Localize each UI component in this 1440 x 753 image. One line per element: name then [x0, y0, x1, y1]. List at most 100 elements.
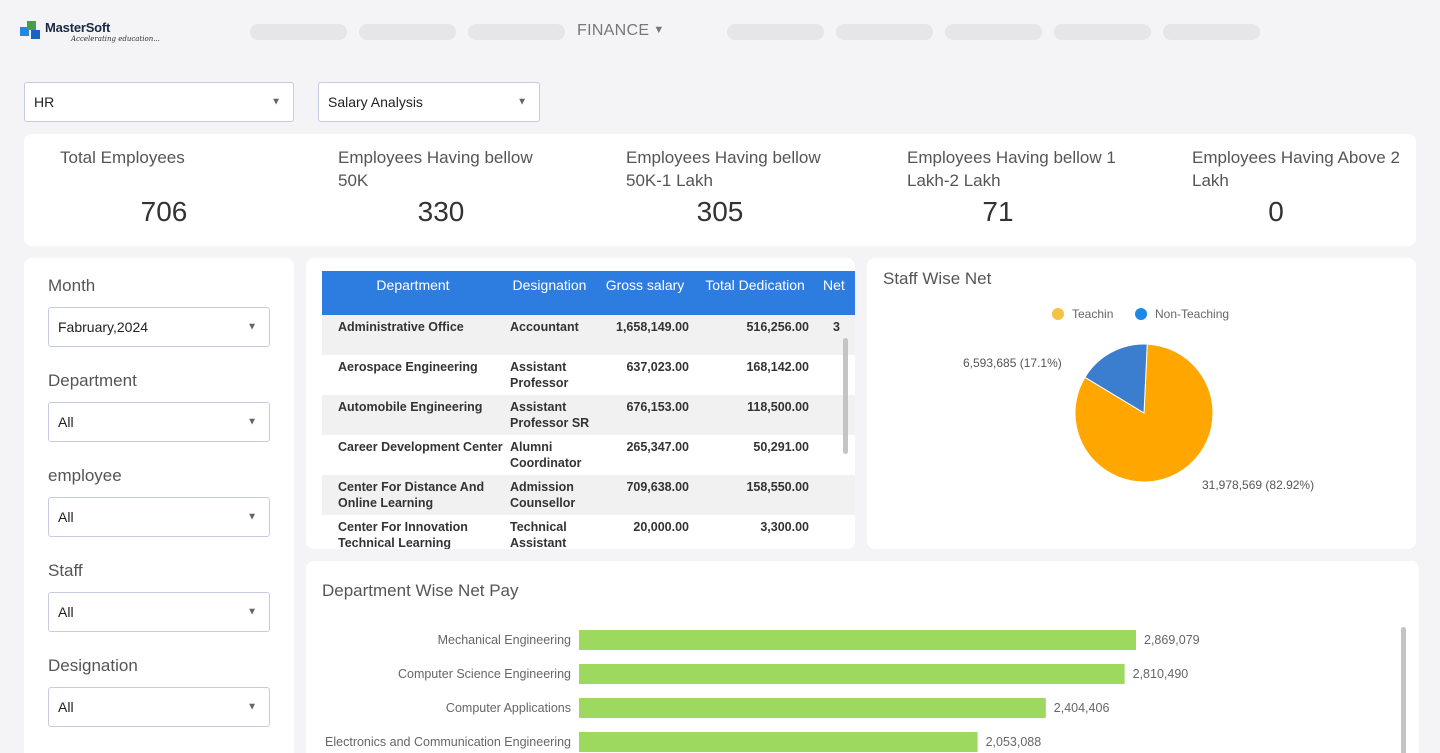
table-row[interactable]: Center For Innovation Technical Learning…	[322, 515, 855, 549]
pie-slice-non-teaching[interactable]	[1084, 343, 1148, 414]
kpi-value: 330	[417, 196, 465, 227]
report-select-value: Salary Analysis	[328, 94, 423, 110]
column-header-gross-salary[interactable]: Gross salary	[595, 271, 695, 315]
month-select[interactable]: Fabruary,2024 ▼	[48, 307, 270, 347]
employee-select-value: All	[58, 509, 74, 525]
cell-net	[815, 515, 855, 549]
cell-deduction: 50,291.00	[753, 440, 809, 454]
table-row[interactable]: Center For Distance And Online Learning …	[322, 475, 855, 515]
cell-department: Center For Distance And Online Learning	[322, 475, 504, 515]
filter-label-staff: Staff	[48, 561, 83, 580]
bar[interactable]	[579, 698, 1046, 718]
kpi-above-2lakh: Employees Having Above 2 Lakh 0	[1144, 134, 1416, 246]
bar-value-label: 2,053,088	[986, 735, 1042, 749]
nav-item-placeholder[interactable]	[359, 24, 456, 40]
table-row[interactable]: Automobile Engineering Assistant Profess…	[322, 395, 855, 435]
dropdown-arrow-icon: ▼	[247, 606, 257, 618]
nav-item-placeholder[interactable]	[945, 24, 1042, 40]
table-row[interactable]: Career Development Center Alumni Coordin…	[322, 435, 855, 475]
table-scrollbar-thumb[interactable]	[843, 338, 848, 454]
bar-category-label: Computer Applications	[446, 701, 571, 715]
cell-net	[815, 435, 855, 475]
filter-label-designation: Designation	[48, 656, 138, 675]
report-select[interactable]: Salary Analysis ▼	[318, 82, 540, 122]
mastersoft-logo-icon	[20, 21, 42, 43]
kpi-value: 71	[982, 196, 1014, 227]
cell-designation: Assistant Professor	[510, 360, 569, 390]
kpi-total-employees: Total Employees 706	[24, 134, 304, 246]
filter-panel: Month Fabruary,2024 ▼ Department All ▼ e…	[24, 258, 294, 753]
cell-net: 3	[815, 315, 855, 355]
salary-table-card: Department Designation Gross salary Tota…	[306, 258, 855, 549]
cell-deduction: 158,550.00	[695, 475, 815, 515]
cell-net	[815, 395, 855, 435]
bar-value-label: 2,404,406	[1054, 701, 1110, 715]
table-row[interactable]: Administrative Office Accountant 1,658,1…	[322, 315, 855, 355]
legend-item-teaching[interactable]: Teachin	[1052, 307, 1113, 321]
bar-category-label: Mechanical Engineering	[438, 633, 571, 647]
designation-select-value: All	[58, 699, 74, 715]
bar-category-label: Computer Science Engineering	[398, 667, 571, 681]
column-header-net[interactable]: Net	[815, 271, 855, 315]
cell-gross: 265,347.00	[626, 440, 689, 454]
designation-select[interactable]: All ▼	[48, 687, 270, 727]
cell-department: Center For Innovation Technical Learning	[338, 520, 468, 549]
nav-item-placeholder[interactable]	[1054, 24, 1151, 40]
kpi-label: Employees Having bellow 50K	[338, 148, 533, 190]
cell-designation: Alumni Coordinator	[510, 440, 582, 470]
employee-select[interactable]: All ▼	[48, 497, 270, 537]
table-row[interactable]: Aerospace Engineering Assistant Professo…	[322, 355, 855, 395]
dropdown-arrow-icon: ▼	[247, 416, 257, 428]
cell-department: Aerospace Engineering	[338, 360, 478, 374]
cell-designation: Admission Counsellor	[504, 475, 595, 515]
pie-label-non-teaching: 6,593,685 (17.1%)	[963, 356, 1062, 370]
kpi-label: Total Employees	[60, 148, 185, 167]
nav-item-placeholder[interactable]	[468, 24, 565, 40]
bar[interactable]	[579, 630, 1136, 650]
nav-item-placeholder[interactable]	[727, 24, 824, 40]
staff-select[interactable]: All ▼	[48, 592, 270, 632]
module-select[interactable]: HR ▼	[24, 82, 294, 122]
bar-chart-title: Department Wise Net Pay	[322, 581, 519, 600]
pie-chart: 31,978,569 (82.92%) 6,593,685 (17.1%)	[963, 343, 1314, 492]
legend-item-non-teaching[interactable]: Non-Teaching	[1135, 307, 1229, 321]
kpi-50k-1lakh: Employees Having bellow 50K-1 Lakh 305	[584, 134, 864, 246]
pie-label-teaching: 31,978,569 (82.92%)	[1202, 478, 1314, 492]
module-select-value: HR	[34, 94, 55, 110]
filter-label-department: Department	[48, 371, 137, 390]
brand-tagline: Accelerating education...	[71, 35, 160, 43]
cell-gross: 709,638.00	[595, 475, 695, 515]
bar[interactable]	[579, 664, 1125, 684]
nav-item-placeholder[interactable]	[250, 24, 347, 40]
kpi-summary-card: Total Employees 706 Employees Having bel…	[24, 134, 1416, 246]
nav-item-placeholder[interactable]	[1163, 24, 1260, 40]
column-header-designation[interactable]: Designation	[504, 271, 595, 315]
legend-label: Teachin	[1072, 307, 1114, 321]
kpi-value: 0	[1268, 196, 1284, 227]
table-header-row: Department Designation Gross salary Tota…	[322, 271, 855, 315]
department-net-pay-card: Department Wise Net Pay Mechanical Engin…	[306, 561, 1419, 753]
dropdown-arrow-icon: ▼	[247, 321, 257, 333]
department-select[interactable]: All ▼	[48, 402, 270, 442]
cell-gross: 20,000.00	[633, 520, 689, 534]
cell-gross: 637,023.00	[626, 360, 689, 374]
nav-item-finance[interactable]: FINANCE ▼	[577, 22, 665, 40]
cell-gross: 1,658,149.00	[595, 315, 695, 355]
column-header-total-deduction[interactable]: Total Dedication	[695, 271, 815, 315]
bar[interactable]	[579, 732, 978, 752]
cell-deduction: 118,500.00	[695, 395, 815, 435]
cell-designation: Assistant Professor SR	[504, 395, 595, 435]
legend-dot-icon	[1135, 308, 1147, 320]
cell-designation: Accountant	[504, 315, 595, 355]
legend-label: Non-Teaching	[1155, 307, 1230, 321]
caret-down-icon: ▼	[653, 24, 665, 36]
nav-item-placeholder[interactable]	[836, 24, 933, 40]
kpi-value: 706	[140, 196, 188, 227]
cell-gross: 676,153.00	[595, 395, 695, 435]
column-header-department[interactable]: Department	[322, 271, 504, 315]
staff-select-value: All	[58, 604, 74, 620]
dropdown-arrow-icon: ▼	[517, 96, 527, 108]
chart-scrollbar-thumb[interactable]	[1401, 627, 1406, 753]
brand-logo[interactable]: MasterSoft Accelerating education...	[20, 20, 160, 43]
kpi-label: Employees Having bellow 50K-1 Lakh	[626, 148, 821, 190]
